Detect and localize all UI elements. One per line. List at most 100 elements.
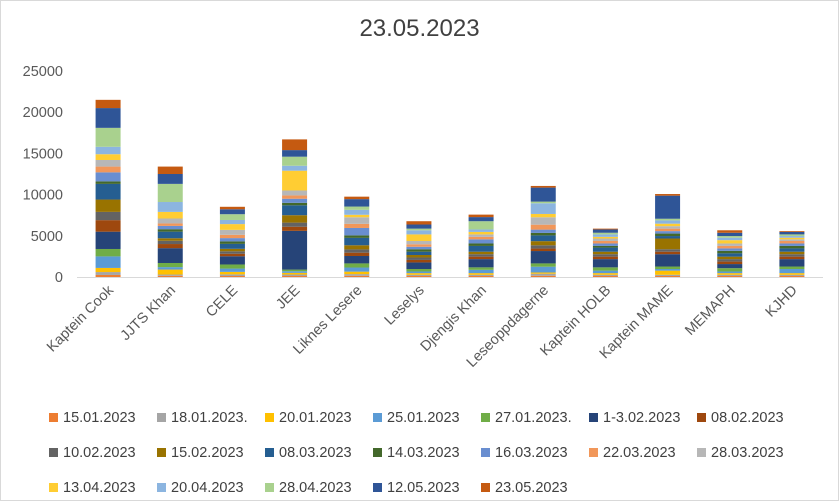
bar-segment xyxy=(157,238,183,241)
bar-segment xyxy=(219,276,245,277)
bar-segment xyxy=(779,248,805,252)
legend-label: 27.01.2023. xyxy=(495,410,572,426)
bar-segment xyxy=(95,248,121,257)
bar-segment xyxy=(219,238,245,242)
legend-item: 08.02.2023 xyxy=(697,409,784,427)
bar-segment xyxy=(219,256,245,265)
bar-segment xyxy=(219,264,245,269)
bar-segment xyxy=(530,275,556,277)
bar-segment xyxy=(95,99,121,109)
bar-segment xyxy=(282,271,308,273)
legend-swatch xyxy=(481,483,490,492)
bar-segment xyxy=(592,259,618,268)
legend-label: 1-3.02.2023 xyxy=(603,410,681,426)
bar-segment xyxy=(655,238,681,250)
bar-segment xyxy=(779,266,805,270)
bar-segment xyxy=(592,232,618,235)
bar-segment xyxy=(530,232,556,236)
bar-segment xyxy=(95,267,121,273)
bar-segment xyxy=(530,235,556,242)
legend-swatch xyxy=(49,483,58,492)
bar-segment xyxy=(219,271,245,275)
bar-segment xyxy=(344,196,370,200)
bar-segment xyxy=(468,276,494,277)
legend-swatch xyxy=(373,483,382,492)
bar-segment xyxy=(779,243,805,246)
bar-segment xyxy=(717,276,743,277)
bar-segment xyxy=(468,214,494,218)
x-tick-label: CELE xyxy=(203,282,241,320)
legend-swatch xyxy=(157,483,166,492)
legend-swatch xyxy=(265,483,274,492)
legend-label: 15.01.2023 xyxy=(63,410,136,426)
bar-stack xyxy=(219,206,245,277)
bar-segment xyxy=(468,221,494,230)
bar-segment xyxy=(219,234,245,239)
legend-item: 13.04.2023 xyxy=(49,479,136,497)
bar-segment xyxy=(779,231,805,232)
bar-segment xyxy=(468,274,494,277)
legend-swatch xyxy=(589,413,598,422)
bar-segment xyxy=(219,209,245,215)
x-tick-label: JJTS Khan xyxy=(118,283,179,344)
legend-swatch xyxy=(157,448,166,457)
y-tick-label: 5000 xyxy=(31,229,63,245)
bar-segment xyxy=(282,276,308,277)
bar-segment xyxy=(592,240,618,244)
bar-segment xyxy=(655,251,681,255)
bar-segment xyxy=(468,231,494,235)
bar-segment xyxy=(157,267,183,270)
chart-title: 23.05.2023 xyxy=(359,15,480,42)
bar-segment xyxy=(530,251,556,264)
bar-segment xyxy=(592,236,618,239)
bar-segment xyxy=(344,255,370,264)
bar-segment xyxy=(157,183,183,203)
bar-segment xyxy=(282,156,308,166)
bar-segment xyxy=(468,269,494,274)
legend-item: 22.03.2023 xyxy=(589,444,676,462)
bar-segment xyxy=(779,237,805,240)
y-tick-label: 10000 xyxy=(23,188,63,204)
bar-segment xyxy=(282,274,308,277)
bar-segment xyxy=(95,172,121,182)
bar-segment xyxy=(468,217,494,222)
bar-segment xyxy=(95,166,121,173)
y-tick-label: 20000 xyxy=(23,105,63,121)
legend-swatch xyxy=(697,413,706,422)
bar-segment xyxy=(406,259,432,263)
bar-segment xyxy=(717,256,743,260)
legend-label: 23.05.2023 xyxy=(495,480,568,496)
bar-segment xyxy=(655,236,681,239)
bar-segment xyxy=(406,234,432,241)
bar-segment xyxy=(282,195,308,199)
bar-segment xyxy=(157,244,183,249)
bar-segment xyxy=(717,250,743,254)
bar-segment xyxy=(219,248,245,252)
bar-segment xyxy=(95,159,121,167)
bar-segment xyxy=(717,253,743,257)
bar-segment xyxy=(344,274,370,276)
legend-swatch xyxy=(157,413,166,422)
bar-segment xyxy=(282,198,308,203)
bar-segment xyxy=(157,174,183,184)
legend-item: 23.05.2023 xyxy=(481,479,568,497)
bar-segment xyxy=(717,240,743,244)
bar-segment xyxy=(592,267,618,271)
bar-segment xyxy=(344,249,370,253)
bar-segment xyxy=(282,269,308,272)
x-tick-label: JEE xyxy=(273,282,303,312)
legend-item: 16.03.2023 xyxy=(481,444,568,462)
bar-segment xyxy=(717,268,743,272)
bar-segment xyxy=(592,251,618,255)
bar-segment xyxy=(468,229,494,232)
bar-segment xyxy=(530,217,556,225)
legend-label: 16.03.2023 xyxy=(495,445,568,461)
bar-stack xyxy=(282,139,308,277)
bar-segment xyxy=(282,190,308,196)
bar-segment xyxy=(282,139,308,151)
bar-stack xyxy=(779,231,805,277)
bar-segment xyxy=(655,274,681,277)
bar-segment xyxy=(282,222,308,227)
legend-label: 28.03.2023 xyxy=(711,445,784,461)
bar-segment xyxy=(157,262,183,268)
